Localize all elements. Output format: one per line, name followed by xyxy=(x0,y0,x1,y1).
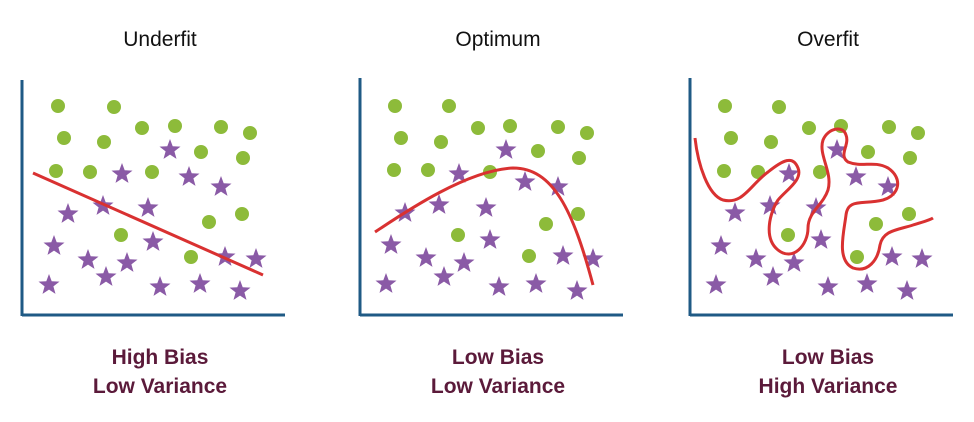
star-point-icon xyxy=(553,245,574,265)
star-point-icon xyxy=(376,273,397,293)
star-point-icon xyxy=(912,248,933,268)
star-point-icon xyxy=(760,195,781,215)
panel-optimum: Optimum Low Bias Low Variance xyxy=(338,0,658,422)
star-point-icon xyxy=(526,273,547,293)
axes xyxy=(22,80,285,316)
star-point-icon xyxy=(706,274,727,294)
caption-line-2: Low Variance xyxy=(0,372,320,401)
star-point-icon xyxy=(711,235,732,255)
star-point-icon xyxy=(211,176,232,196)
star-point-icon xyxy=(811,229,832,249)
star-point-icon xyxy=(246,248,267,268)
star-point-icon xyxy=(897,280,918,300)
star-point-icon xyxy=(117,252,138,272)
star-point-icon xyxy=(763,266,784,286)
fit-curve xyxy=(33,173,263,275)
caption: Low Bias Low Variance xyxy=(338,343,658,401)
star-point-icon xyxy=(58,203,79,223)
optimum-plot xyxy=(338,0,658,330)
caption-line-1: Low Bias xyxy=(338,343,658,372)
star-point-icon xyxy=(112,163,133,183)
star-point-icon xyxy=(416,247,437,267)
caption-line-2: Low Variance xyxy=(338,372,658,401)
star-point-icon xyxy=(96,266,117,286)
caption-line-2: High Variance xyxy=(668,372,974,401)
star-point-icon xyxy=(480,229,501,249)
purple-star-points xyxy=(376,139,604,300)
star-point-icon xyxy=(434,266,455,286)
star-point-icon xyxy=(567,280,588,300)
caption: High Bias Low Variance xyxy=(0,343,320,401)
star-point-icon xyxy=(381,234,402,254)
axes xyxy=(360,78,623,316)
star-point-icon xyxy=(725,202,746,222)
star-point-icon xyxy=(78,249,99,269)
axes xyxy=(690,78,953,316)
caption-line-1: High Bias xyxy=(0,343,320,372)
star-point-icon xyxy=(150,276,171,296)
star-point-icon xyxy=(190,273,211,293)
caption: Low Bias High Variance xyxy=(668,343,974,401)
fit-curve xyxy=(695,129,933,269)
overfit-plot xyxy=(668,0,974,330)
panel-underfit: Underfit High Bias Low Variance xyxy=(0,0,320,422)
star-point-icon xyxy=(746,248,767,268)
star-point-icon xyxy=(882,246,903,266)
purple-star-points xyxy=(39,139,267,300)
star-point-icon xyxy=(496,139,517,159)
star-point-icon xyxy=(230,280,251,300)
star-point-icon xyxy=(160,139,181,159)
star-point-icon xyxy=(476,197,497,217)
star-point-icon xyxy=(857,273,878,293)
star-point-icon xyxy=(44,235,65,255)
star-point-icon xyxy=(489,276,510,296)
caption-line-1: Low Bias xyxy=(668,343,974,372)
star-point-icon xyxy=(179,166,200,186)
star-point-icon xyxy=(846,166,867,186)
panel-overfit: Overfit Low Bias High Variance xyxy=(668,0,974,422)
star-point-icon xyxy=(515,171,536,191)
star-point-icon xyxy=(138,197,159,217)
star-point-icon xyxy=(39,274,60,294)
purple-star-points xyxy=(706,139,933,300)
star-point-icon xyxy=(143,231,164,251)
star-point-icon xyxy=(454,252,475,272)
star-point-icon xyxy=(818,276,839,296)
underfit-plot xyxy=(0,0,320,330)
